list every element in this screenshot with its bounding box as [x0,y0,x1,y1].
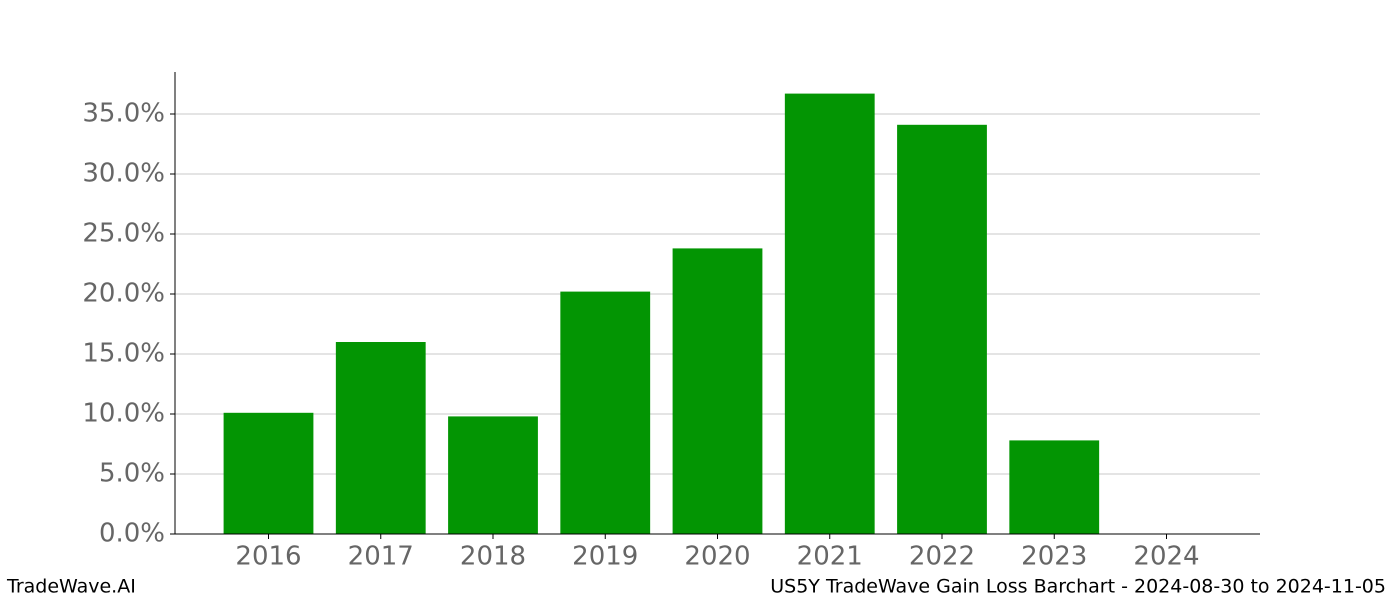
x-tick-label: 2024 [1133,542,1199,572]
y-tick-label: 20.0% [82,279,165,309]
x-tick-label: 2019 [572,542,638,572]
bar [448,416,538,534]
x-tick-label: 2022 [909,542,975,572]
y-tick-label: 15.0% [82,339,165,369]
source: TradeWave.AI [6,576,136,598]
bar [560,291,651,534]
x-tick-label: 2023 [1021,542,1087,572]
x-tick-label: 2017 [348,542,414,572]
x-tick-label: 2018 [460,542,526,572]
chart-title: US5Y TradeWave Gain Loss Barchart - 2024… [770,576,1386,598]
x-tick-label: 2021 [797,542,863,572]
x-tick-label: 2016 [235,542,301,572]
bar [784,93,875,534]
y-tick-label: 0.0% [99,519,165,549]
y-tick-label: 25.0% [82,219,165,249]
y-tick-label: 30.0% [82,159,165,189]
y-tick-label: 10.0% [82,399,165,429]
bar [223,412,314,534]
bar [1009,440,1100,534]
bar [897,124,987,535]
y-tick-label: 35.0% [82,99,165,129]
y-tick-label: 5.0% [99,459,165,489]
x-tick-label: 2020 [684,542,750,572]
bars [223,93,1100,535]
labels: 0.0% 5.0% 10.0% 15.0% 20.0% 25.0% 30.0% 35.0% 20… [82,99,1199,572]
bar [335,342,426,534]
bar [672,248,763,534]
